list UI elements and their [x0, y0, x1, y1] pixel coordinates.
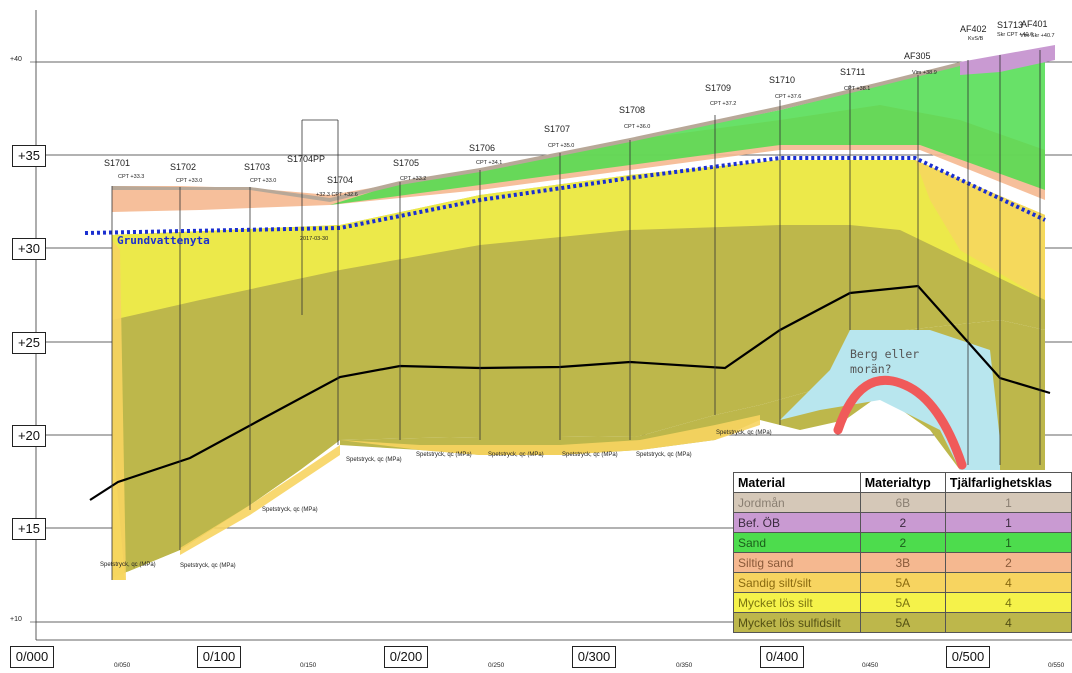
chainage-label-450: 0/450	[862, 662, 879, 669]
legend-class-cell: 4	[944, 612, 1072, 633]
legend-material-cell: Bef. ÖB	[733, 512, 861, 533]
borehole-name-af402: AF402	[960, 24, 987, 34]
legend-class-cell: 4	[944, 572, 1072, 593]
elevation-label-15: +15	[12, 518, 46, 540]
legend-header-type: Materialtyp	[859, 472, 946, 493]
elevation-label-40: +40	[10, 56, 22, 63]
legend-type-cell: 2	[859, 512, 946, 533]
chainage-label-400: 0/400	[760, 646, 804, 668]
borehole-name-af305: AF305	[904, 51, 931, 61]
borehole-cpt-s1707: CPT +35.0	[548, 143, 575, 149]
cpt-axis-caption: Spetstryck, qc (MPa)	[180, 563, 236, 569]
borehole-name-s1704: S1704	[327, 175, 354, 185]
borehole-name-s1703: S1703	[244, 162, 271, 172]
borehole-cpt-s1705: CPT +33.2	[400, 176, 427, 182]
rock-label: Berg eller morän?	[850, 347, 919, 377]
elevation-label-10: +10	[10, 616, 22, 623]
legend-type-cell: 3B	[859, 552, 946, 573]
legend-class-cell: 4	[944, 592, 1072, 613]
borehole-cpt-s1702: CPT +33.0	[176, 178, 203, 184]
borehole-cpt-af401: Vim Skr +40.7	[1020, 33, 1055, 39]
chainage-label-350: 0/350	[676, 662, 693, 669]
cpt-axis-caption: Spetstryck, qc (MPa)	[636, 452, 692, 458]
legend-material-cell: Jordmån	[733, 492, 861, 513]
borehole-cpt-s1706: CPT +34.1	[476, 160, 503, 166]
legend-class-cell: 1	[944, 492, 1072, 513]
legend-header-material: Material	[733, 472, 861, 493]
legend-row: Sandig silt/silt 5A 4	[733, 572, 1072, 593]
legend-class-cell: 1	[944, 512, 1072, 533]
borehole-date-s1704pp: 2017-03-30	[300, 236, 329, 242]
legend-material-cell: Siltig sand	[733, 552, 861, 573]
borehole-name-s1713: S1713	[997, 20, 1024, 30]
borehole-cpt-s1704: +32.3 CPT +32.6	[316, 192, 358, 198]
legend-row: Mycket lös sulfidsilt 5A 4	[733, 612, 1072, 633]
legend-type-cell: 6B	[859, 492, 946, 513]
borehole-name-s1706: S1706	[469, 143, 496, 153]
chainage-label-550: 0/550	[1048, 662, 1065, 669]
elevation-label-30: +30	[12, 238, 46, 260]
cpt-axis-caption: Spetstryck, qc (MPa)	[562, 452, 618, 458]
legend-class-cell: 1	[944, 532, 1072, 553]
borehole-cpt-s1713: Skr CPT +40.6	[997, 32, 1034, 38]
legend-material-cell: Mycket lös sulfidsilt	[733, 612, 861, 633]
borehole-cpt-af402: KvS/B	[968, 36, 984, 42]
borehole-name-s1708: S1708	[619, 105, 646, 115]
legend-row: Sand 2 1	[733, 532, 1072, 553]
chainage-label-250: 0/250	[488, 662, 505, 669]
chainage-label-150: 0/150	[300, 662, 317, 669]
legend-row: Mycket lös silt 5A 4	[733, 592, 1072, 613]
chainage-label-050: 0/050	[114, 662, 131, 669]
legend-material-cell: Sandig silt/silt	[733, 572, 861, 593]
borehole-name-s1702: S1702	[170, 162, 197, 172]
borehole-name-s1710: S1710	[769, 75, 796, 85]
legend-header-row: Material Materialtyp Tjälfarlighetsklas	[733, 472, 1072, 493]
legend-row: Siltig sand 3B 2	[733, 552, 1072, 573]
legend-type-cell: 5A	[859, 612, 946, 633]
legend-body: Jordmån 6B 1 Bef. ÖB 2 1 Sand 2 1 Siltig sand 3B 2 S…	[733, 492, 1072, 633]
legend-class-cell: 2	[944, 552, 1072, 573]
borehole-cpt-af305: Vim +38.9	[912, 70, 937, 76]
chainage-label-300: 0/300	[572, 646, 616, 668]
groundwater-label: Grundvattenyta	[117, 234, 210, 247]
borehole-name-s1707: S1707	[544, 124, 571, 134]
rock-label-line1: Berg eller	[850, 347, 920, 361]
chainage-label-200: 0/200	[384, 646, 428, 668]
borehole-cpt-s1708: CPT +36.0	[624, 124, 651, 130]
material-legend: Material Materialtyp Tjälfarlighetsklas …	[733, 472, 1072, 633]
chainage-label-000: 0/000	[10, 646, 54, 668]
borehole-cpt-s1710: CPT +37.6	[775, 94, 802, 100]
legend-header-class: Tjälfarlighetsklas	[944, 472, 1072, 493]
cpt-axis-caption: Spetstryck, qc (MPa)	[716, 430, 772, 436]
borehole-name-s1709: S1709	[705, 83, 732, 93]
borehole-cpt-s1701: CPT +33.3	[118, 174, 145, 180]
borehole-name-s1705: S1705	[393, 158, 420, 168]
borehole-name-s1711: S1711	[840, 67, 866, 77]
borehole-cpt-s1709: CPT +37.2	[710, 101, 737, 107]
chainage-label-100: 0/100	[197, 646, 241, 668]
cpt-axis-caption: Spetstryck, qc (MPa)	[488, 452, 544, 458]
legend-material-cell: Sand	[733, 532, 861, 553]
borehole-cpt-s1711: CPT +38.1	[844, 86, 871, 92]
elevation-label-20: +20	[12, 425, 46, 447]
borehole-name-s1701: S1701	[104, 158, 131, 168]
chainage-label-500: 0/500	[946, 646, 990, 668]
cpt-axis-caption: Spetstryck, qc (MPa)	[262, 507, 318, 513]
rock-label-line2: morän?	[850, 362, 892, 376]
legend-row: Jordmån 6B 1	[733, 492, 1072, 513]
legend-material-cell: Mycket lös silt	[733, 592, 861, 613]
cpt-axis-caption: Spetstryck, qc (MPa)	[346, 457, 402, 463]
legend-type-cell: 5A	[859, 592, 946, 613]
legend-row: Bef. ÖB 2 1	[733, 512, 1072, 533]
borehole-name-af401: AF401	[1021, 19, 1048, 29]
elevation-label-25: +25	[12, 332, 46, 354]
cpt-axis-caption: Spetstryck, qc (MPa)	[100, 562, 156, 568]
legend-type-cell: 5A	[859, 572, 946, 593]
borehole-name-s1704pp: S1704PP	[287, 154, 326, 164]
legend-type-cell: 2	[859, 532, 946, 553]
borehole-cpt-s1703: CPT +33.0	[250, 178, 277, 184]
cpt-axis-caption: Spetstryck, qc (MPa)	[416, 452, 472, 458]
elevation-label-35: +35	[12, 145, 46, 167]
